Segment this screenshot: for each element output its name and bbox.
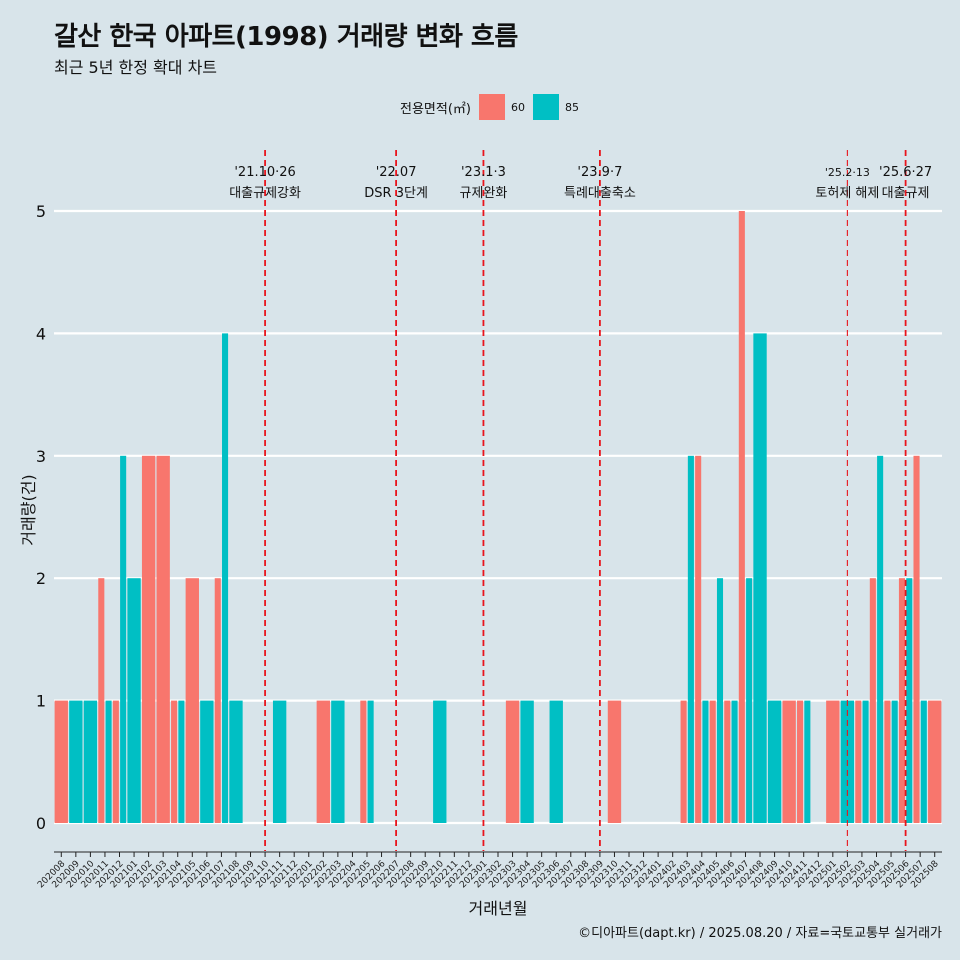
chart-subtitle: 최근 5년 한정 확대 차트 [54, 58, 218, 77]
bar-85-202403 [687, 455, 694, 823]
bar-85-202409 [767, 700, 782, 823]
bar-60-202404 [695, 455, 702, 823]
bar-85-202009 [69, 700, 83, 823]
bar-60-202503 [855, 700, 862, 823]
bar-60-202105 [185, 578, 199, 823]
bar-85-202205 [367, 700, 374, 823]
event-label-5: 대출규제 [882, 186, 930, 201]
legend-title: 전용면적(㎡) [400, 101, 471, 117]
bar-60-202103 [156, 455, 170, 823]
bar-60-202406 [724, 700, 731, 823]
bar-85-202407 [746, 578, 753, 823]
bar-60-202407 [738, 211, 745, 823]
bar-85-202306 [549, 700, 563, 823]
event-label-4: 토허제 해제 [815, 186, 879, 201]
source-caption: ©디아파트(dapt.kr) / 2025.08.20 / 자료=국토교통부 실… [578, 926, 942, 941]
bar-85-202107 [222, 333, 229, 823]
event-date-3: '23.9·7 [577, 165, 622, 180]
bar-85-202404 [702, 700, 709, 823]
bar-60-202501 [826, 700, 840, 823]
bar-60-202011 [98, 578, 105, 823]
event-date-5: '25.6·27 [879, 165, 932, 180]
event-label-2: 규제완화 [460, 186, 508, 201]
bar-85-202011 [105, 700, 112, 823]
y-tick-label: 2 [36, 569, 46, 588]
bar-85-202304 [520, 700, 534, 823]
y-tick-label: 5 [36, 202, 46, 221]
bar-60-202506 [898, 578, 906, 823]
bar-85-202506 [906, 578, 913, 823]
bar-60-202008 [54, 700, 68, 823]
chart-title: 갈산 한국 아파트(1998) 거래량 변화 흐름 [54, 22, 518, 52]
bar-60-202411 [797, 700, 804, 823]
legend-swatch-85 [532, 94, 559, 120]
event-label-3: 특례대출축소 [564, 186, 636, 201]
bar-60-202310 [607, 700, 622, 823]
legend: 전용면적(㎡) 60 85 [400, 94, 587, 120]
bar-85-202504 [877, 455, 884, 823]
event-date-4: '25.2·13 [825, 166, 870, 179]
legend-label-60: 60 [510, 100, 525, 114]
bar-60-202104 [171, 700, 178, 823]
bar-85-202405 [716, 578, 724, 823]
bar-60-202303 [505, 700, 520, 823]
event-label-1: DSR 3단계 [364, 186, 428, 201]
bar-85-202012 [120, 455, 127, 823]
bar-60-202107 [214, 578, 221, 823]
bar-60-202504 [869, 578, 876, 823]
bar-85-202210 [433, 700, 447, 823]
bar-60-202405 [709, 700, 716, 823]
bar-85-202108 [229, 700, 243, 823]
bar-85-202010 [83, 700, 98, 823]
bar-60-202205 [360, 700, 367, 823]
x-axis-title: 거래년월 [469, 899, 528, 918]
bar-85-202507 [920, 700, 927, 823]
bar-60-202505 [884, 700, 891, 823]
bar-85-202503 [862, 700, 869, 823]
bar-85-202203 [331, 700, 345, 823]
bar-85-202101 [127, 578, 141, 823]
bar-60-202012 [112, 700, 119, 823]
y-tick-label: 0 [36, 814, 46, 833]
bar-85-202104 [178, 700, 185, 823]
bar-85-202111 [272, 700, 287, 823]
y-axis-title: 거래량(건) [19, 474, 38, 545]
event-date-1: '22.07 [376, 165, 417, 180]
y-tick-label: 3 [36, 447, 46, 466]
bar-60-202508 [928, 700, 942, 823]
y-tick-label: 1 [36, 692, 46, 711]
event-date-0: '21.10·26 [234, 165, 295, 180]
bar-60-202202 [316, 700, 330, 823]
event-date-2: '23.1·3 [461, 165, 506, 180]
bar-85-202411 [804, 700, 811, 823]
bar-60-202507 [913, 455, 920, 823]
bar-60-202410 [782, 700, 796, 823]
y-tick-label: 4 [36, 324, 46, 343]
bar-60-202102 [141, 455, 156, 823]
bar-85-202408 [753, 333, 767, 823]
bar-85-202406 [731, 700, 738, 823]
bar-60-202403 [680, 700, 687, 823]
bar-85-202106 [200, 700, 214, 823]
event-label-0: 대출규제강화 [229, 186, 301, 201]
legend-label-85: 85 [564, 100, 579, 114]
bar-85-202505 [891, 700, 898, 823]
legend-swatch-60 [478, 94, 505, 120]
